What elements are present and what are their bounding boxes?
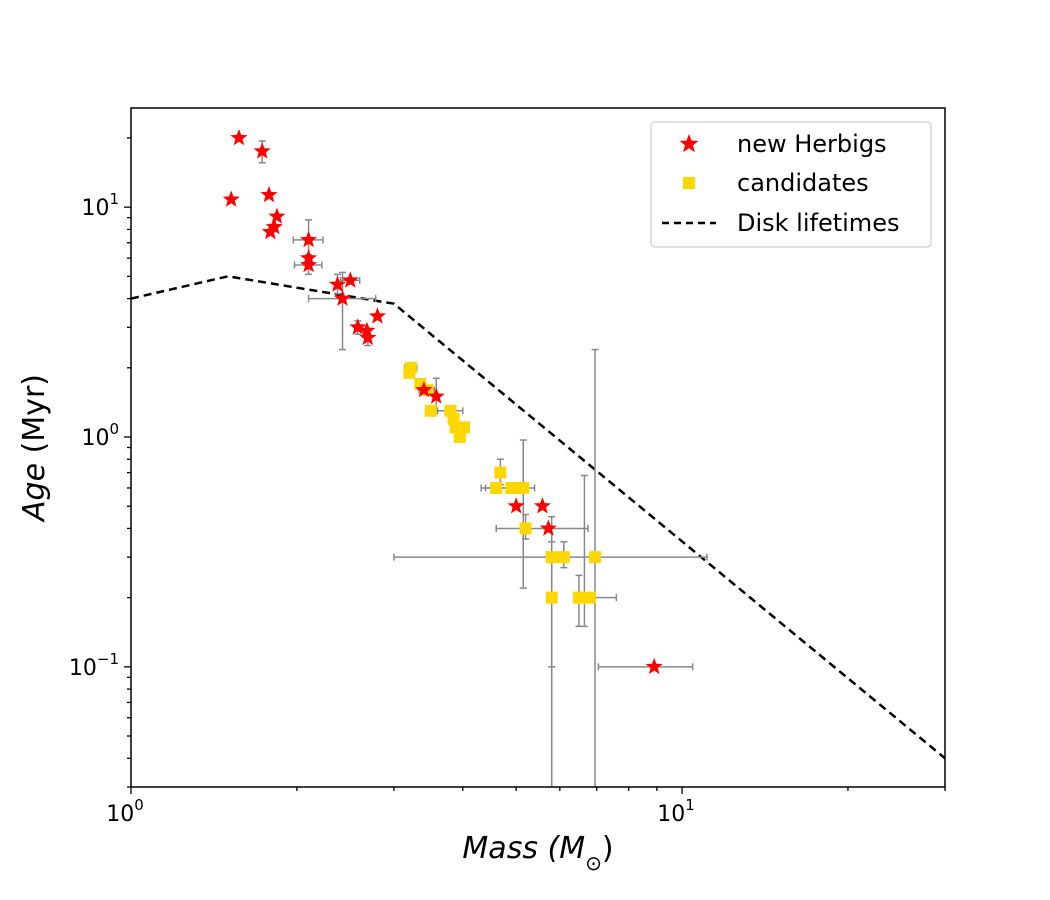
candidate-point bbox=[505, 481, 518, 494]
disk-lifetimes-line bbox=[131, 275, 945, 760]
herbig-point bbox=[334, 289, 352, 306]
disk-lifetimes-layer bbox=[131, 275, 945, 760]
y-error-bar bbox=[580, 474, 588, 628]
legend-box bbox=[650, 121, 932, 248]
herbig-point bbox=[427, 387, 445, 404]
candidate-point bbox=[490, 481, 503, 494]
candidate-point bbox=[588, 551, 601, 564]
x-error-bar bbox=[495, 524, 589, 532]
herbig-point bbox=[253, 142, 271, 159]
error-bars-layer bbox=[258, 140, 708, 787]
x-axis-label-sub: ⊙ bbox=[585, 851, 602, 875]
candidate-point bbox=[545, 551, 558, 564]
y-error-bar bbox=[591, 348, 599, 787]
candidate-point bbox=[557, 551, 570, 564]
herbig-point bbox=[230, 129, 248, 146]
herbig-point bbox=[329, 275, 347, 292]
herbig-point bbox=[358, 321, 376, 338]
herbig-point bbox=[222, 190, 240, 207]
legend: new Herbigs candidates Disk lifetimes bbox=[650, 121, 932, 248]
y-tick-label: 100 bbox=[81, 420, 119, 451]
herbig-point bbox=[368, 307, 386, 324]
herbig-point bbox=[645, 657, 663, 675]
x-axis-label-close: ) bbox=[602, 831, 614, 866]
herbig-point bbox=[539, 519, 557, 536]
x-tick-label: 100 bbox=[106, 796, 144, 827]
herbig-point bbox=[349, 318, 367, 335]
herbig-point bbox=[507, 497, 525, 514]
x-tick-label: 101 bbox=[657, 796, 695, 827]
candidate-point bbox=[424, 404, 437, 417]
y-tick-label: 10−1 bbox=[69, 650, 119, 681]
candidate-point bbox=[545, 591, 558, 604]
y-axis-label: Age (Myr) bbox=[17, 374, 52, 523]
x-error-bar bbox=[597, 663, 694, 671]
herbig-point bbox=[261, 222, 279, 240]
herbig-point bbox=[260, 185, 278, 203]
herbig-point bbox=[359, 328, 377, 346]
herbig-point bbox=[341, 271, 359, 288]
candidate-point bbox=[519, 522, 532, 535]
herbig-point bbox=[265, 218, 283, 235]
candidate-point bbox=[517, 481, 530, 494]
x-axis-label: Mass (M⊙) bbox=[462, 831, 613, 875]
candidate-point bbox=[583, 591, 596, 604]
candidate-point bbox=[403, 366, 416, 379]
y-error-bar bbox=[548, 541, 556, 787]
candidate-point bbox=[457, 421, 470, 434]
herbig-point bbox=[300, 230, 318, 248]
herbig-point bbox=[300, 256, 318, 273]
candidate-point bbox=[453, 430, 466, 443]
ticks-layer: 100 101 10−1 100 101 bbox=[69, 137, 946, 827]
herbig-point bbox=[268, 207, 286, 224]
legend-label-candidates: candidates bbox=[737, 169, 869, 197]
legend-square-icon bbox=[683, 177, 695, 189]
legend-star-icon bbox=[679, 134, 699, 153]
markers-layer bbox=[222, 129, 663, 675]
herbig-point bbox=[533, 497, 551, 514]
legend-label-disk-lifetimes: Disk lifetimes bbox=[737, 209, 899, 237]
legend-label-new-herbigs: new Herbigs bbox=[737, 130, 887, 158]
y-axis-label-unit: (Myr) bbox=[17, 374, 52, 463]
y-error-bar bbox=[339, 271, 347, 351]
y-axis-label-main: Age bbox=[17, 463, 52, 523]
x-axis-label-main: Mass (M bbox=[462, 831, 585, 866]
y-tick-label: 101 bbox=[81, 190, 119, 221]
herbig-point bbox=[415, 381, 433, 398]
candidate-point bbox=[494, 466, 507, 479]
